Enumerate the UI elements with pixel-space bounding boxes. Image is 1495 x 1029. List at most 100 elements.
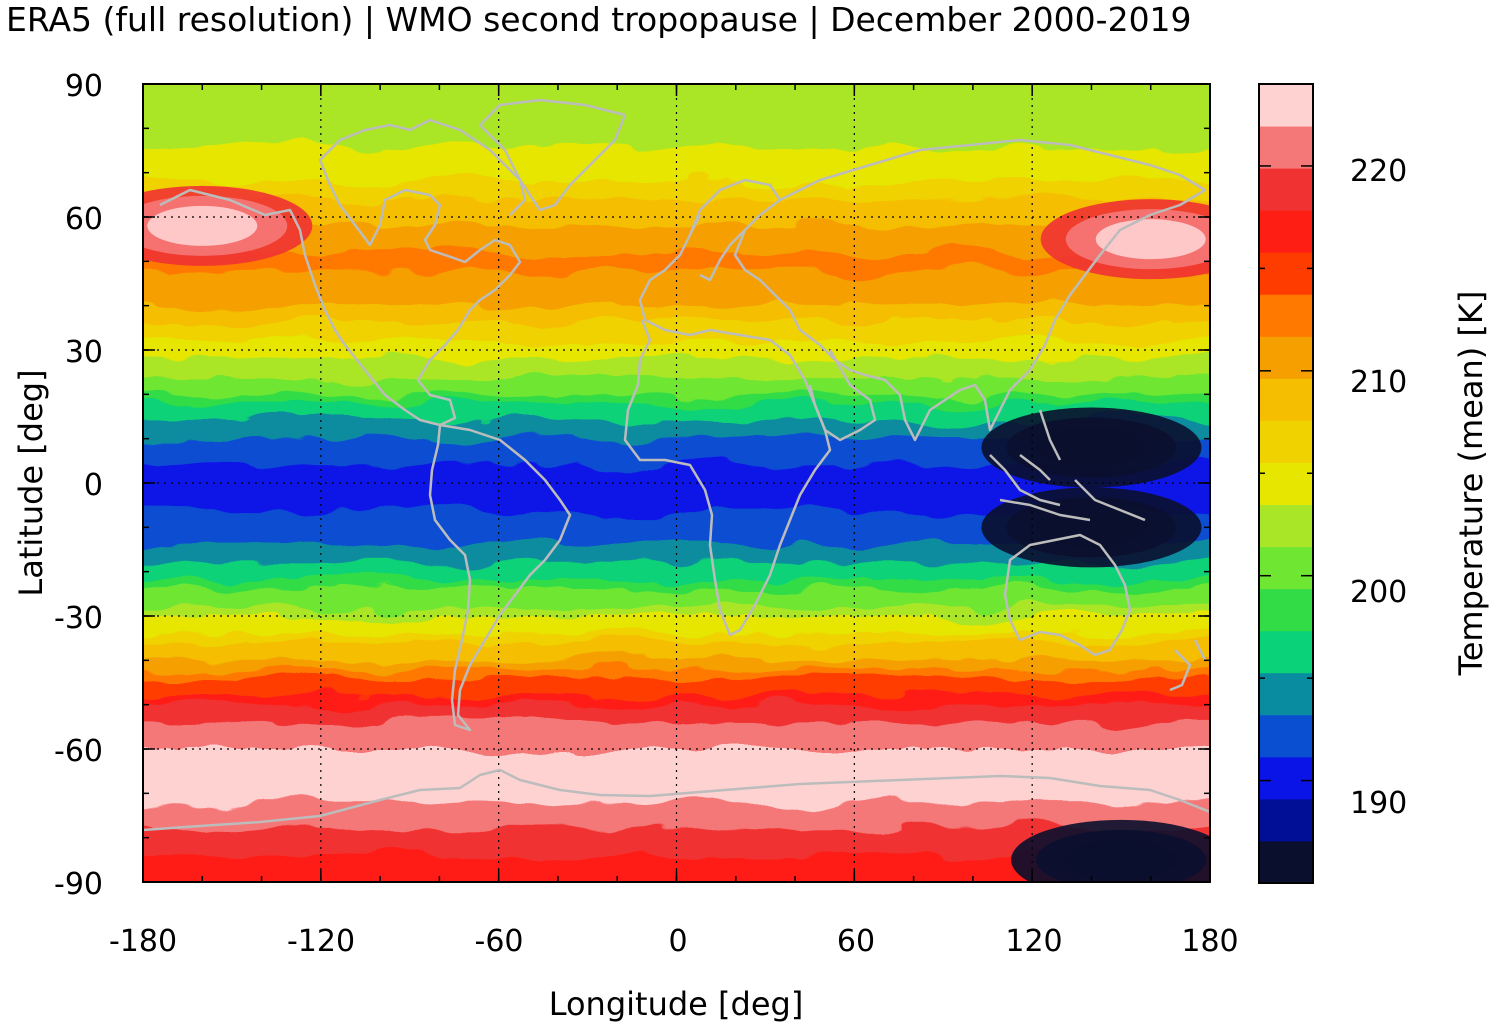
y-tick-label: 0 [84,468,103,503]
temperature-band [143,784,1210,795]
temperature-band [113,882,1240,892]
colorbar-tick-label: 200 [1350,575,1407,610]
temperature-band [143,846,1210,857]
y-tick-label: 60 [65,202,103,237]
colorbar-swatch [1259,252,1313,295]
temperature-band [143,403,1210,414]
temperature-band [143,642,1210,653]
south-america-coastline [428,423,572,732]
colorbar-swatch [1259,210,1313,253]
colorbar-swatch [1259,462,1313,506]
north-america-coastline [159,118,527,427]
temperature-band [143,491,1210,502]
temperature-band [143,385,1210,396]
temperature-band [143,536,1210,547]
y-axis-label: Latitude [deg] [12,369,50,596]
y-tick-label: 90 [65,69,103,104]
temperature-band [143,749,1210,759]
temperature-band [143,447,1210,458]
asia-coastline [733,138,1207,442]
colorbar-swatch [1259,714,1313,758]
grid-lines [143,84,1210,882]
europe-africa-coastline [623,214,832,637]
x-tick-label: -120 [287,924,355,959]
new-zealand-coastline [1169,639,1207,692]
temperature-feature [1066,839,1177,880]
temperature-band [143,775,1210,786]
temperature-band [143,110,1210,121]
antarctica-coastline [143,768,1210,832]
x-tick-label: 0 [668,924,687,959]
temperature-band [143,474,1210,484]
temperature-band [143,270,1210,281]
colorbar-swatch [1259,126,1313,169]
colorbar-tick-label: 220 [1350,154,1407,189]
temperature-band [143,678,1210,688]
x-tick-label: -180 [109,924,177,959]
temperature-band [143,190,1210,201]
temperature-band [143,819,1210,830]
scandinavia-coastline [688,178,782,282]
chart-title: ERA5 (full resolution) | WMO second trop… [6,0,1192,39]
temperature-feature [1036,427,1147,468]
temperature-band [143,545,1210,555]
x-tick-labels: -180 -120 -60 0 60 120 180 [109,924,1239,959]
temperature-band [143,757,1210,768]
temperature-band [143,358,1210,369]
temperature-band [143,341,1210,351]
temperature-band [143,412,1210,422]
x-tick-label: 60 [837,924,875,959]
temperature-band [143,119,1210,130]
temperature-band [143,438,1210,449]
temperature-band [143,279,1210,289]
temperature-band [143,580,1210,591]
x-tick-label: 120 [1005,924,1062,959]
temperature-band [143,837,1210,848]
temperature-band [143,509,1210,520]
colorbar-frame [1258,83,1314,884]
temperature-band [143,855,1210,866]
colorbar-swatch [1259,420,1313,463]
colorbar-swatch [1259,504,1313,548]
temperature-band [143,92,1210,103]
colorbar-swatch [1259,546,1313,590]
temperature-feature [147,205,258,246]
colorbar-swatch [1259,630,1313,674]
temperature-band [143,811,1210,821]
colorbar-swatch [1259,168,1313,211]
y-tick-label: 30 [65,335,103,370]
temperature-band [143,225,1210,236]
temperature-band [143,722,1210,733]
colorbar-label: Temperature (mean) [K] [1452,291,1490,677]
colorbar-swatch [1259,84,1313,127]
temperature-band [143,350,1210,360]
temperature-band [143,518,1210,529]
temperature-band [143,376,1210,387]
y-tick-labels: 90 60 30 0 -30 -60 -90 [54,69,103,902]
temperature-band [143,607,1210,617]
colorbar-swatch [1259,756,1313,800]
temperature-band [143,704,1210,715]
temperature-band [143,740,1210,750]
temperature-band [143,137,1210,148]
temperature-band [143,483,1210,493]
temperature-band [143,305,1210,316]
x-axis-label: Longitude [deg] [549,985,804,1023]
colorbar-swatch [1259,588,1313,632]
colorbar-swatch [1259,798,1313,842]
colorbar-swatch [1259,672,1313,716]
temperature-band [143,571,1210,582]
colorbar-tick-label: 210 [1350,365,1407,400]
colorbar-swatch [1259,840,1313,884]
temperature-band [143,146,1210,156]
colorbar-swatch [1259,294,1313,337]
x-tick-label: 180 [1181,924,1238,959]
temperature-band [143,686,1210,697]
temperature-band [143,323,1210,334]
greenland-coastline [478,98,627,212]
y-tick-label: -60 [54,734,103,769]
temperature-band [143,217,1210,227]
temperature-band [143,553,1210,564]
temperature-band [143,287,1210,298]
